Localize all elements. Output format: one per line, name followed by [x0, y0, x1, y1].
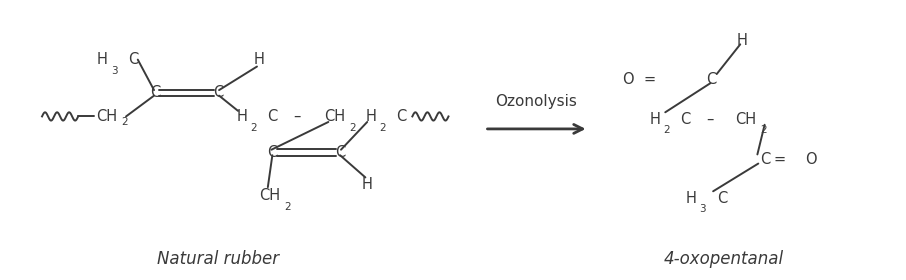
Text: –: –: [293, 109, 301, 124]
Text: 2: 2: [121, 117, 128, 127]
Text: Natural rubber: Natural rubber: [157, 250, 279, 268]
Text: H: H: [97, 52, 108, 67]
Text: C: C: [706, 71, 716, 87]
Text: 4-oxopentanal: 4-oxopentanal: [664, 250, 784, 268]
Text: C: C: [396, 109, 407, 124]
Text: C: C: [128, 52, 138, 67]
Text: 3: 3: [111, 66, 117, 76]
Text: Ozonolysis: Ozonolysis: [496, 94, 577, 109]
Text: C: C: [213, 85, 223, 100]
Text: CH: CH: [323, 109, 345, 124]
Text: H: H: [254, 52, 265, 67]
Text: C: C: [267, 145, 277, 160]
Text: CH: CH: [96, 109, 118, 124]
Text: H: H: [361, 177, 372, 192]
Text: H: H: [365, 109, 376, 124]
Text: 2: 2: [379, 123, 386, 132]
Text: 2: 2: [250, 123, 256, 132]
Text: 2: 2: [663, 125, 670, 135]
Text: H: H: [236, 109, 247, 124]
Text: 2: 2: [349, 123, 356, 132]
Text: C: C: [149, 85, 160, 100]
Text: CH: CH: [259, 188, 280, 203]
Text: C: C: [335, 145, 345, 160]
Text: H: H: [686, 191, 697, 206]
Text: 2: 2: [760, 125, 766, 135]
Text: 3: 3: [699, 204, 706, 214]
Text: O: O: [805, 152, 817, 167]
Text: C: C: [717, 191, 727, 206]
Text: C: C: [760, 152, 770, 167]
Text: =: =: [644, 71, 656, 87]
Text: CH: CH: [735, 112, 756, 127]
Text: C: C: [680, 112, 691, 127]
Text: =: =: [774, 152, 786, 167]
Text: –: –: [707, 112, 714, 127]
Text: 2: 2: [284, 202, 291, 211]
Text: H: H: [737, 33, 747, 48]
Text: O: O: [622, 71, 633, 87]
Text: H: H: [650, 112, 660, 127]
Text: C: C: [267, 109, 277, 124]
